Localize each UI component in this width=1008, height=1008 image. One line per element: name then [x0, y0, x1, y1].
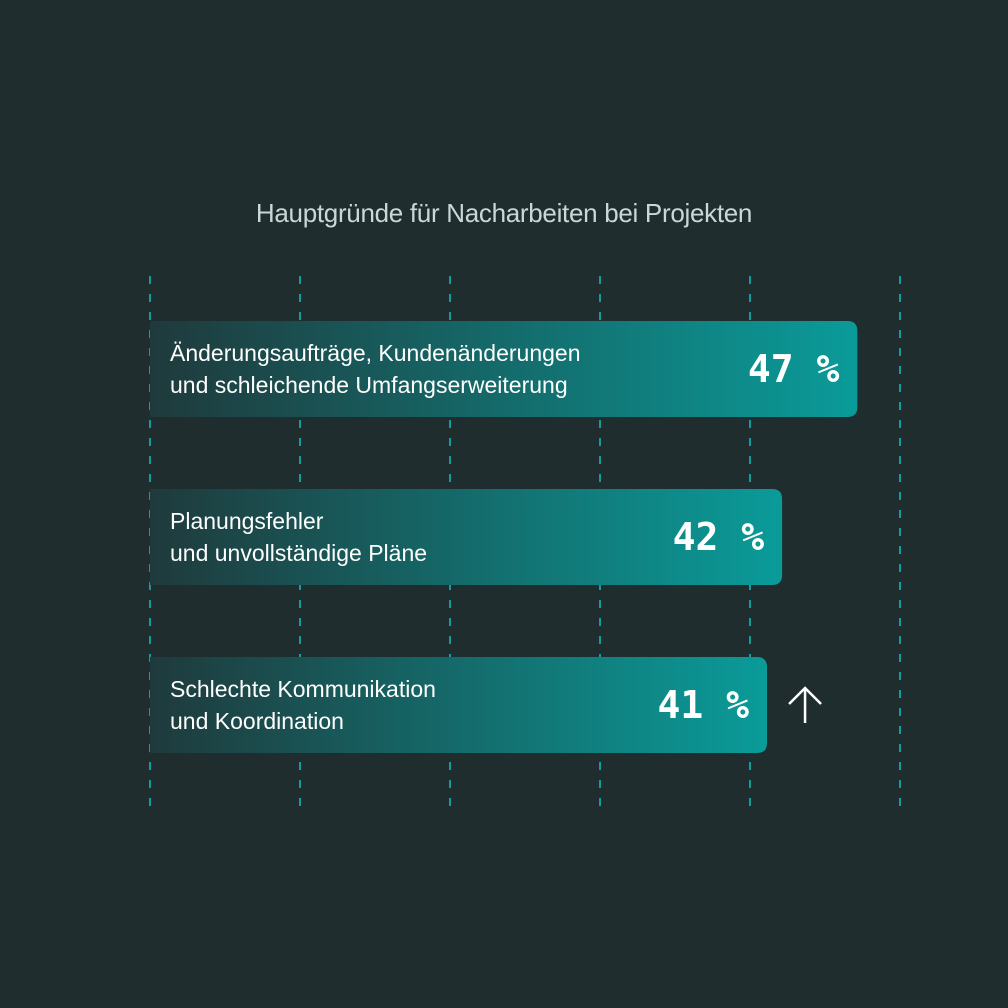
bar-category-label: und Koordination	[170, 708, 344, 734]
bars: Änderungsaufträge, Kundenänderungen und s…	[150, 321, 858, 753]
arrow-up-icon	[788, 686, 822, 723]
bar-category-label: Schlechte Kommunikation	[170, 676, 436, 702]
bar	[150, 321, 858, 417]
bar-category-label: Änderungsaufträge, Kundenänderungen	[170, 340, 581, 366]
bar-value-label: 42 %	[673, 515, 765, 559]
bar-category-label: und unvollständige Pläne	[170, 540, 427, 566]
bar-group: Änderungsaufträge, Kundenänderungen und s…	[150, 321, 858, 417]
bar	[150, 489, 783, 585]
bar-value-label: 41 %	[658, 683, 750, 727]
chart-title: Hauptgründe für Nacharbeiten bei Projekt…	[255, 198, 753, 228]
bar-category-label: Planungsfehler	[170, 508, 324, 534]
bar-value-label: 47 %	[748, 347, 840, 391]
bar-group: Planungsfehler und unvollständige Pläne 42…	[150, 489, 783, 585]
bar-category-label: und schleichende Umfangserweiterung	[170, 372, 568, 398]
bar-group: Schlechte Kommunikation und Koordination 4…	[150, 657, 768, 753]
bar	[150, 657, 768, 753]
